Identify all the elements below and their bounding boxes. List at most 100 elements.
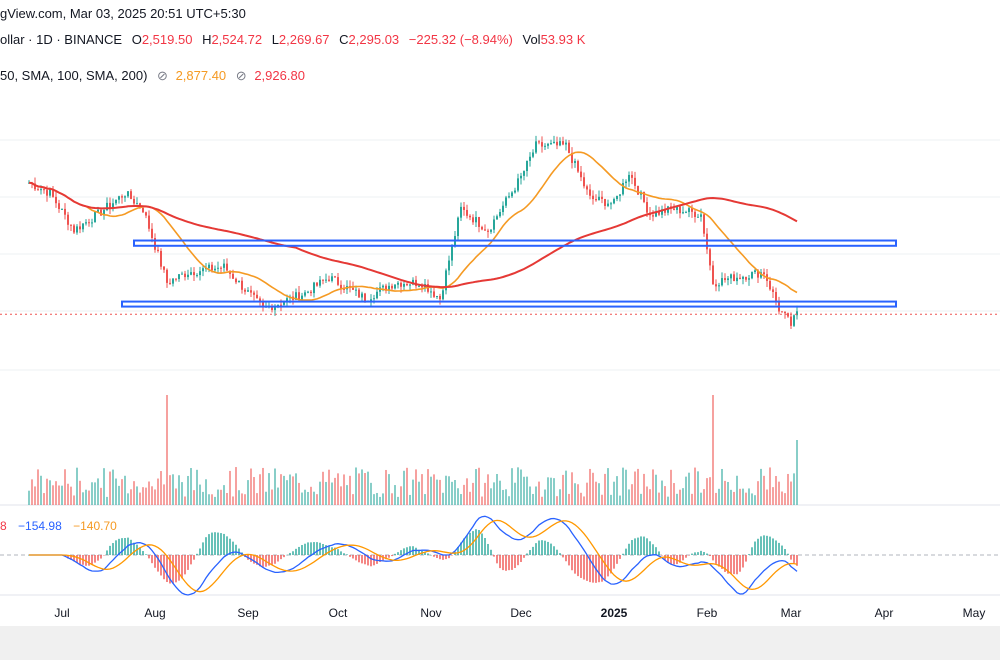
volume-bar: [322, 471, 324, 505]
volume-bar: [649, 489, 651, 505]
volume-bar: [730, 489, 732, 505]
candle-body: [283, 302, 285, 305]
candle-body: [655, 211, 657, 217]
volume-bar: [262, 467, 264, 505]
candle-body: [181, 273, 183, 275]
volume-bar: [313, 491, 315, 505]
candle-body: [184, 273, 186, 278]
macd-histogram-bar: [202, 542, 204, 555]
volume-bar: [175, 488, 177, 505]
volume-bar: [118, 485, 120, 505]
macd-histogram-bar: [667, 555, 669, 563]
volume-bar: [91, 482, 93, 505]
macd-histogram-bar: [103, 555, 105, 556]
volume-bar: [283, 475, 285, 505]
candle-body: [685, 212, 687, 214]
candle-body: [529, 156, 531, 161]
volume-bar: [523, 476, 525, 505]
high-label: H: [202, 32, 212, 47]
volume-bar: [577, 484, 579, 505]
macd-histogram-bar: [601, 555, 603, 582]
open-value: 2,519.50: [141, 32, 193, 47]
macd-histogram-bar: [331, 547, 333, 555]
macd-histogram-bar: [730, 555, 732, 574]
macd-histogram-bar: [442, 555, 444, 560]
macd-histogram-bar: [568, 555, 570, 566]
candle-body: [580, 171, 582, 178]
candle-body: [526, 160, 528, 172]
macd-histogram-bar: [592, 555, 594, 583]
candle-body: [511, 192, 513, 197]
macd-histogram-bar: [511, 555, 513, 570]
candle-body: [352, 287, 354, 290]
macd-histogram-bar: [70, 555, 72, 560]
volume-bar: [52, 485, 54, 505]
macd-histogram-bar: [133, 542, 135, 555]
macd-histogram-bar: [115, 540, 117, 555]
macd-histogram-bar: [409, 546, 411, 555]
candle-body: [403, 283, 405, 287]
candle-body: [436, 295, 438, 297]
volume-bar: [148, 481, 150, 505]
candlestick-chart[interactable]: Jul Aug Sep Oct Nov Dec 2025 Feb Mar Apr May 8 −15…: [0, 0, 1000, 626]
volume-bar: [739, 488, 741, 505]
ma-legend: 50, SMA, 100, SMA, 200) ⊘ 2,877.40 ⊘ 2,9…: [0, 68, 305, 84]
candle-body: [145, 212, 147, 216]
macd-histogram-bar: [463, 538, 465, 555]
candle-body: [457, 217, 459, 237]
volume-bar: [298, 482, 300, 505]
volume-bar: [604, 473, 606, 505]
volume-bar: [268, 473, 270, 505]
macd-histogram-bar: [178, 555, 180, 581]
volume-bar: [691, 493, 693, 505]
macd-histogram-bar: [226, 536, 228, 555]
candle-body: [499, 212, 501, 217]
macd-histogram-bar: [217, 532, 219, 555]
macd-histogram-bar: [229, 538, 231, 555]
volume-bar: [529, 486, 531, 505]
macd-histogram-bar: [619, 555, 621, 559]
candle-body: [400, 282, 402, 287]
eye-icon[interactable]: ⊘: [157, 68, 168, 83]
candle-body: [442, 290, 444, 300]
macd-histogram-bar: [694, 552, 696, 555]
candle-body: [385, 285, 387, 291]
macd-histogram-bar: [538, 540, 540, 555]
volume-bar: [151, 486, 153, 505]
volume-bar: [442, 492, 444, 505]
candle-body: [736, 277, 738, 282]
volume-bar: [637, 468, 639, 505]
volume-bar: [460, 494, 462, 505]
candle-body: [412, 279, 414, 285]
candle-body: [88, 222, 90, 224]
macd-histogram-bar: [349, 555, 351, 557]
macd-histogram-bar: [790, 555, 792, 560]
candle-body: [313, 282, 315, 294]
candle-body: [85, 222, 87, 224]
macd-histogram-bar: [286, 554, 288, 556]
volume-bar: [715, 492, 717, 505]
volume-bar: [247, 480, 249, 505]
volume-bar: [70, 486, 72, 505]
moving-averages: [28, 151, 798, 301]
candle-body: [106, 202, 108, 211]
eye-icon[interactable]: ⊘: [235, 68, 247, 83]
macd-histogram-bar: [772, 538, 774, 555]
candle-body: [619, 194, 621, 196]
candle-body: [730, 274, 732, 279]
candle-body: [388, 285, 390, 291]
macd-histogram-bar: [346, 554, 348, 555]
candle-body: [97, 209, 99, 213]
volume-bar: [328, 469, 330, 505]
candle-body: [793, 315, 795, 326]
macd-histogram-bar: [271, 555, 273, 565]
macd-histogram-bar: [589, 555, 591, 583]
volume-bar: [643, 473, 645, 505]
volume-bar: [346, 485, 348, 505]
candle-body: [643, 191, 645, 203]
volume-bar: [289, 474, 291, 505]
candle-body: [325, 279, 327, 281]
candle-body: [262, 302, 264, 307]
volume-bar: [499, 480, 501, 505]
candle-body: [49, 189, 51, 196]
